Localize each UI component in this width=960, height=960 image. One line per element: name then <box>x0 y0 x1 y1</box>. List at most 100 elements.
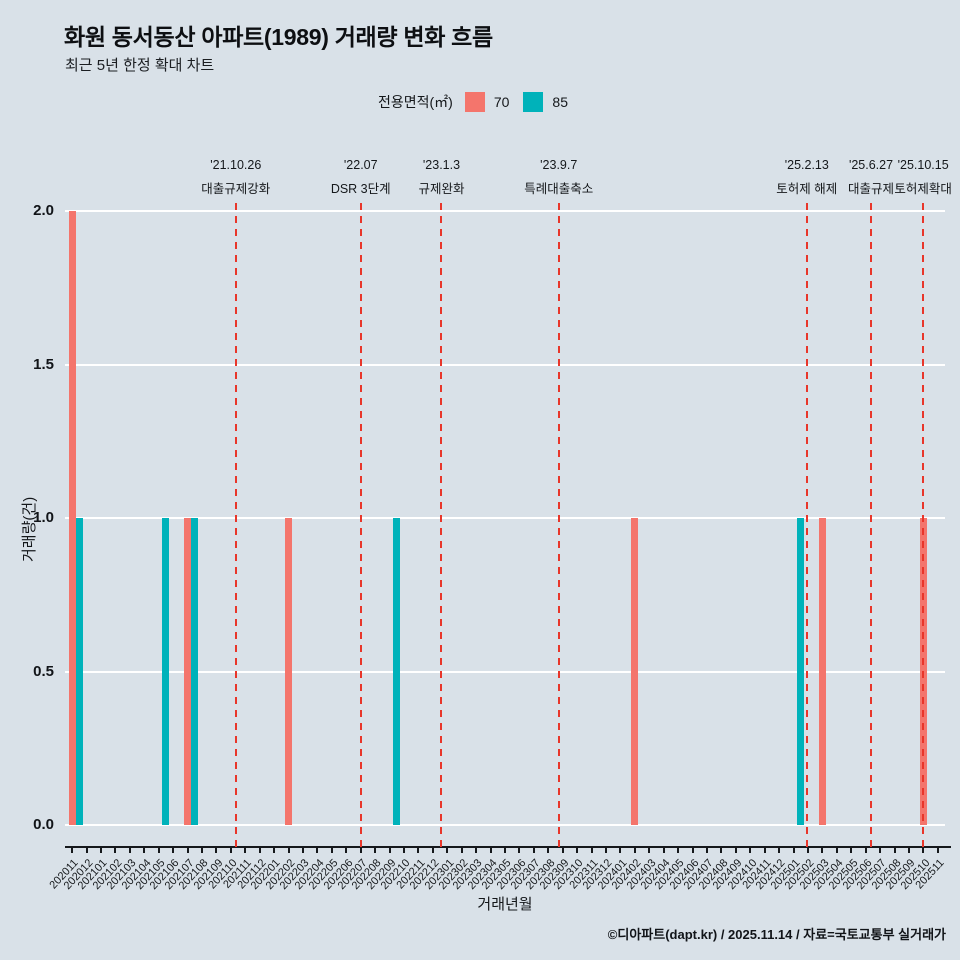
annotation-label: 특례대출축소 <box>524 182 594 196</box>
x-tick <box>633 848 636 853</box>
annotation-line <box>922 203 925 848</box>
legend-swatch-70 <box>464 92 485 112</box>
annotation-date: '21.10.26 <box>210 158 262 172</box>
footer-credit: ©디아파트(dapt.kr) / 2025.11.14 / 자료=국토교통부 실… <box>607 927 946 942</box>
x-tick <box>547 848 550 853</box>
bar-85-202105 <box>162 518 170 825</box>
x-tick <box>821 848 824 853</box>
bar-85-202501 <box>797 518 805 825</box>
x-tick <box>143 848 146 853</box>
x-tick <box>518 848 521 853</box>
annotation-label: 토허제확대 <box>894 182 952 196</box>
x-tick <box>157 848 160 853</box>
annotation-line <box>870 203 872 848</box>
x-tick <box>489 848 492 853</box>
x-tick <box>417 848 420 853</box>
legend-title: 전용면적(㎡) <box>377 94 453 110</box>
x-tick <box>907 848 910 853</box>
x-tick <box>258 848 261 853</box>
annotation-line <box>359 203 362 848</box>
page-title: 화원 동서동산 아파트(1989) 거래량 변화 흐름 <box>64 24 493 50</box>
x-tick <box>662 848 665 853</box>
x-tick <box>864 848 867 853</box>
x-tick <box>778 848 781 853</box>
x-tick <box>388 848 391 853</box>
x-tick <box>677 848 680 853</box>
bar-85-202011 <box>75 518 83 825</box>
bar-70-202011 <box>68 211 76 825</box>
x-tick <box>229 848 232 853</box>
legend-item-70-label: 70 <box>493 94 510 110</box>
x-axis-line <box>65 846 951 848</box>
gridline <box>65 210 945 212</box>
bar-70-202503 <box>818 518 826 825</box>
annotation-label: 토허제 해제 <box>776 182 838 196</box>
x-tick <box>475 848 478 853</box>
y-tick-label: 2.0 <box>33 202 54 219</box>
x-tick <box>806 848 809 853</box>
annotation-line <box>557 203 560 848</box>
x-tick <box>403 848 406 853</box>
legend-swatch-85 <box>523 92 544 112</box>
annotation-date: '23.9.7 <box>540 158 578 172</box>
annotation-label: DSR 3단계 <box>330 182 391 196</box>
x-tick <box>763 848 766 853</box>
x-tick <box>316 848 319 853</box>
x-tick <box>936 848 939 853</box>
annotation-label: 대출규제강화 <box>201 182 271 196</box>
y-tick-label: 1.5 <box>33 355 54 373</box>
x-tick <box>359 848 362 853</box>
bar-70-202402 <box>631 518 639 825</box>
x-tick <box>186 848 189 853</box>
y-tick-label: 0.5 <box>33 662 54 680</box>
x-tick <box>879 848 882 853</box>
annotation-date: '23.1.3 <box>422 158 461 172</box>
x-tick <box>922 848 925 853</box>
annotation-date: '25.6.27 <box>848 158 894 172</box>
annotation-line <box>440 203 443 848</box>
x-tick <box>100 848 103 853</box>
gridline <box>65 363 945 366</box>
page-subtitle: 최근 5년 한정 확대 차트 <box>65 57 215 74</box>
annotation-line <box>805 203 808 848</box>
legend-item-85-label: 85 <box>552 94 568 110</box>
x-tick <box>604 848 607 853</box>
x-tick <box>114 848 117 853</box>
annotation-label: 대출규제 <box>847 182 895 196</box>
x-tick <box>576 848 579 853</box>
x-tick <box>446 848 449 853</box>
x-tick <box>172 848 175 853</box>
x-tick <box>504 848 506 853</box>
y-tick-label: 1.0 <box>33 509 54 526</box>
x-tick <box>850 848 853 853</box>
x-tick <box>460 848 463 853</box>
x-tick <box>893 848 896 853</box>
x-tick <box>532 848 535 853</box>
x-tick <box>374 848 377 853</box>
annotation-line <box>234 203 237 848</box>
annotation-date: '22.07 <box>343 158 378 172</box>
gridline <box>65 670 945 673</box>
x-tick <box>244 848 247 853</box>
x-tick <box>590 848 593 853</box>
bar-70-202107 <box>183 518 191 825</box>
gridline <box>65 824 945 826</box>
x-tick <box>691 848 694 853</box>
legend: 전용면적(㎡) 70 85 <box>0 92 960 112</box>
x-tick <box>201 848 204 853</box>
annotation-date: '25.10.15 <box>897 158 949 172</box>
bar-85-202107 <box>191 518 199 825</box>
x-tick <box>128 848 131 853</box>
x-tick <box>215 848 218 853</box>
x-tick <box>749 848 752 853</box>
x-tick <box>302 848 305 853</box>
x-tick <box>648 848 651 853</box>
annotation-label: 규제완화 <box>418 182 465 196</box>
x-tick <box>734 848 737 853</box>
gridline <box>65 517 945 519</box>
x-tick <box>287 848 290 853</box>
x-tick <box>835 848 838 853</box>
bar-70-202202 <box>284 518 292 825</box>
